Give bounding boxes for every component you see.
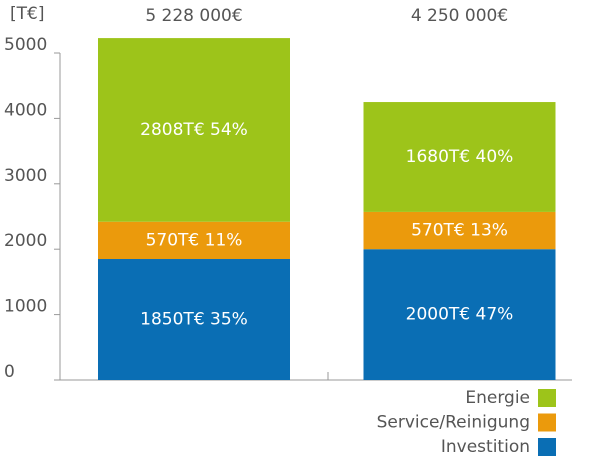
value-label: 570T€ 13% <box>411 221 508 241</box>
legend-label: Service/Reinigung <box>377 413 530 433</box>
bar-segment <box>98 221 290 260</box>
y-tick-label: 1000 <box>4 297 47 317</box>
bar-segment <box>363 211 556 250</box>
bar-segment <box>363 249 556 380</box>
y-tick-label: 0 <box>4 362 15 382</box>
legend-swatch <box>538 413 556 432</box>
y-tick-label: 2000 <box>4 231 47 251</box>
value-label: 1850T€ 35% <box>140 310 248 330</box>
legend-label: Energie <box>465 388 530 408</box>
total-label: 5 228 000€ <box>145 6 242 26</box>
value-label: 2808T€ 54% <box>140 120 248 140</box>
value-label: 2000T€ 47% <box>406 305 514 325</box>
total-label: 4 250 000€ <box>411 6 508 26</box>
legend-swatch <box>538 438 556 456</box>
value-label: 570T€ 11% <box>146 230 243 250</box>
value-label: 1680T€ 40% <box>406 147 514 167</box>
y-tick-label: 3000 <box>4 166 47 186</box>
bar-segment <box>98 259 290 380</box>
legend-swatch <box>538 389 556 407</box>
y-tick-label: 5000 <box>4 35 47 55</box>
bar-segment <box>98 38 290 222</box>
y-tick-label: 4000 <box>4 100 47 120</box>
legend-label: Investition <box>441 437 530 457</box>
y-axis-label: [T€] <box>10 4 44 24</box>
bar-segment <box>363 102 556 212</box>
